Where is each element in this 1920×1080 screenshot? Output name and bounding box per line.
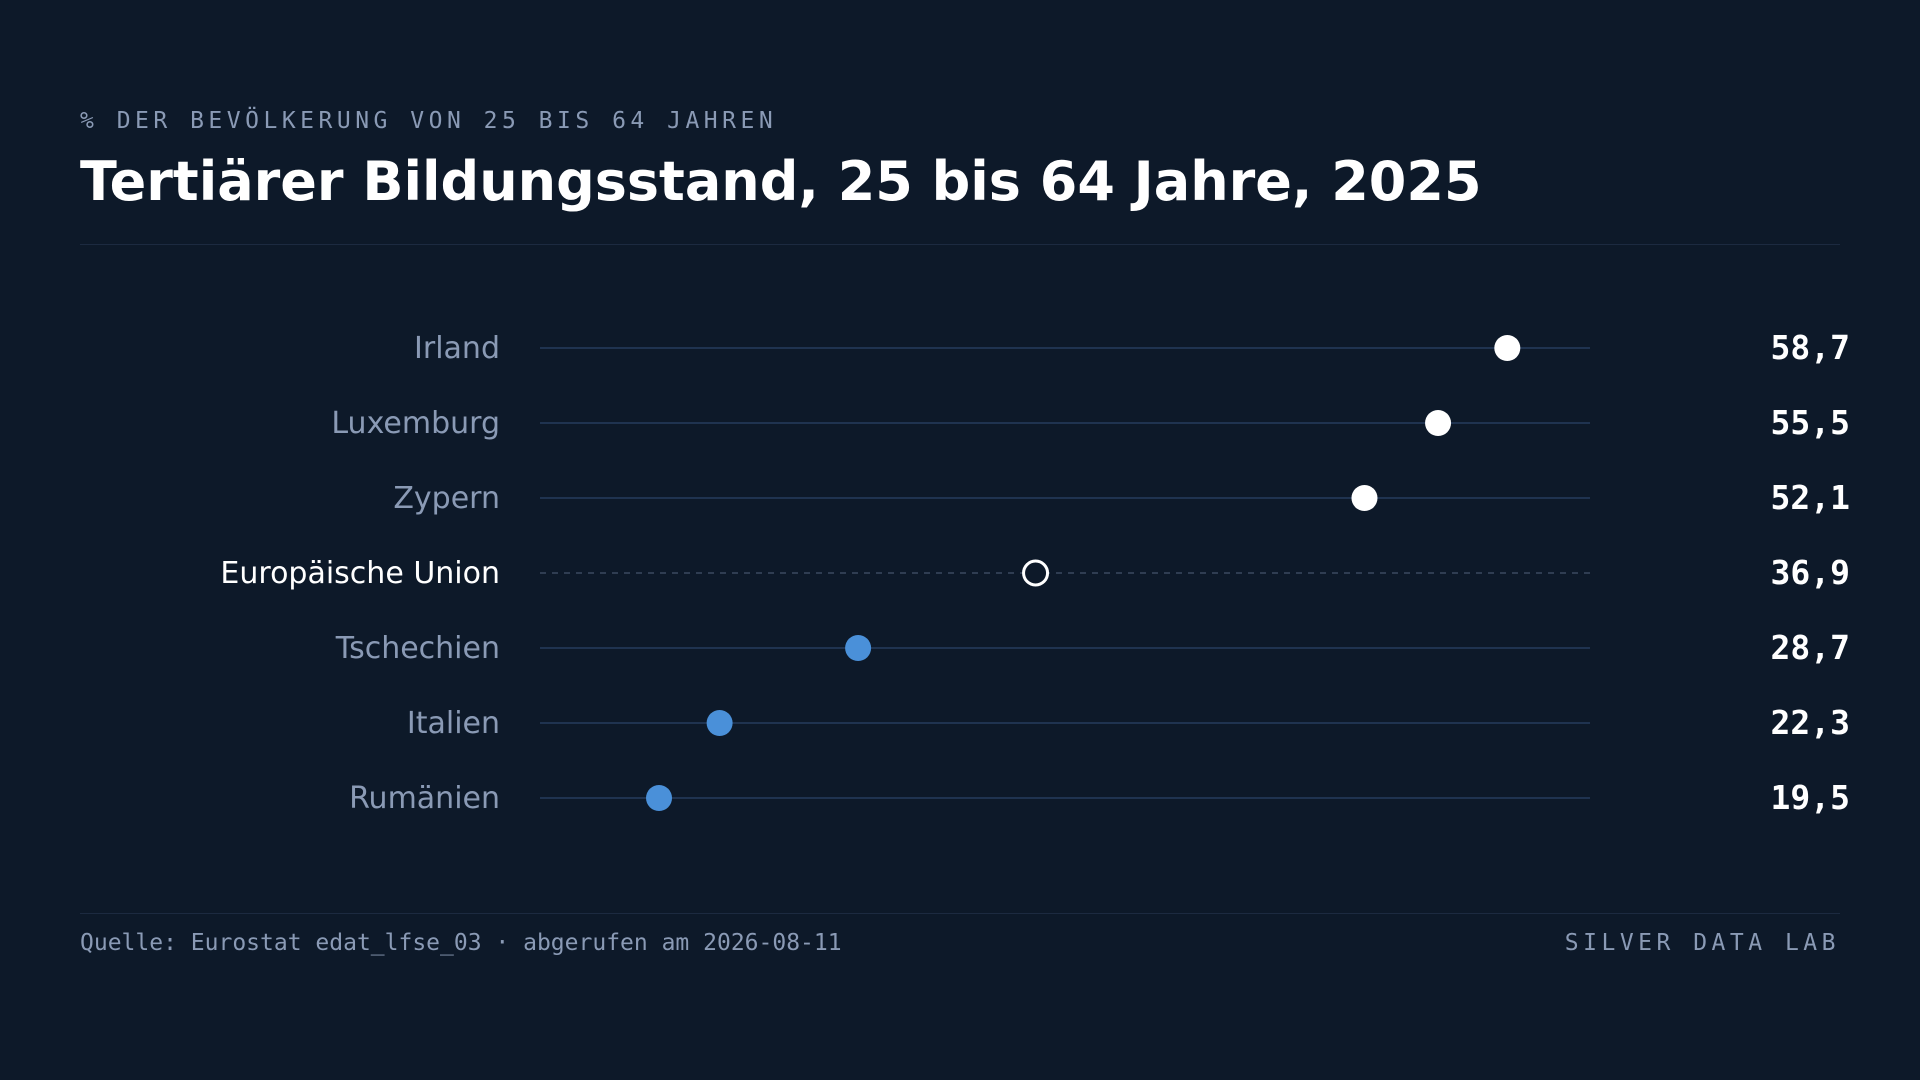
row-4-data-point (845, 635, 872, 661)
brand-label: SILVER DATA LAB (1564, 930, 1840, 956)
row-5-value-label: 22,3 (1771, 703, 1850, 742)
row-6-category-label: Rumänien (349, 781, 500, 816)
row-0-data-point (1494, 335, 1521, 361)
footer-divider (80, 913, 1840, 914)
row-2-data-point (1351, 485, 1378, 511)
row-1-value-label: 55,5 (1771, 403, 1850, 442)
row-5-category-label: Italien (407, 706, 500, 741)
chart-title: Tertiärer Bildungsstand, 25 bis 64 Jahre… (80, 150, 1482, 213)
row-0-value-label: 58,7 (1771, 328, 1850, 367)
row-3-category-label: Europäische Union (220, 556, 500, 591)
row-4-value-label: 28,7 (1771, 628, 1850, 667)
row-2-value-label: 52,1 (1771, 478, 1850, 517)
row-6-data-point (646, 785, 673, 811)
row-4-category-label: Tschechien (335, 631, 500, 666)
row-0-category-label: Irland (414, 331, 500, 366)
row-2-category-label: Zypern (393, 481, 500, 516)
row-3-value-label: 36,9 (1771, 553, 1850, 592)
row-1-data-point (1425, 410, 1452, 436)
row-5-data-point (706, 710, 733, 736)
chart-kicker: % DER BEVÖLKERUNG VON 25 BIS 64 JAHREN (80, 108, 778, 134)
row-1-category-label: Luxemburg (331, 406, 500, 441)
source-note: Quelle: Eurostat edat_lfse_03 · abgerufe… (80, 930, 842, 956)
row-3-data-point (1022, 559, 1050, 587)
header-divider (80, 244, 1840, 245)
row-6-value-label: 19,5 (1771, 778, 1850, 817)
